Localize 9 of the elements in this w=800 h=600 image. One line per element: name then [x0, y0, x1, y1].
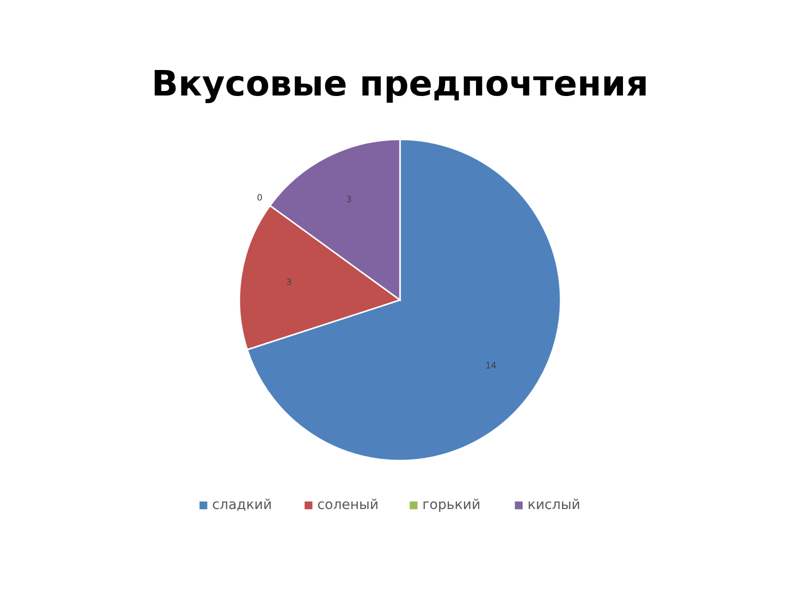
data-label: 3 — [286, 278, 292, 288]
legend-label: сладкий — [212, 497, 272, 514]
chart-title: Вкусовые предпочтения — [152, 64, 648, 105]
legend-label: кислый — [528, 497, 580, 514]
data-label: 14 — [485, 361, 497, 372]
legend-label: горький — [422, 497, 480, 514]
text: 0 — [256, 193, 262, 204]
legend-label: соленый — [317, 497, 379, 514]
data-label: 3 — [346, 195, 352, 206]
